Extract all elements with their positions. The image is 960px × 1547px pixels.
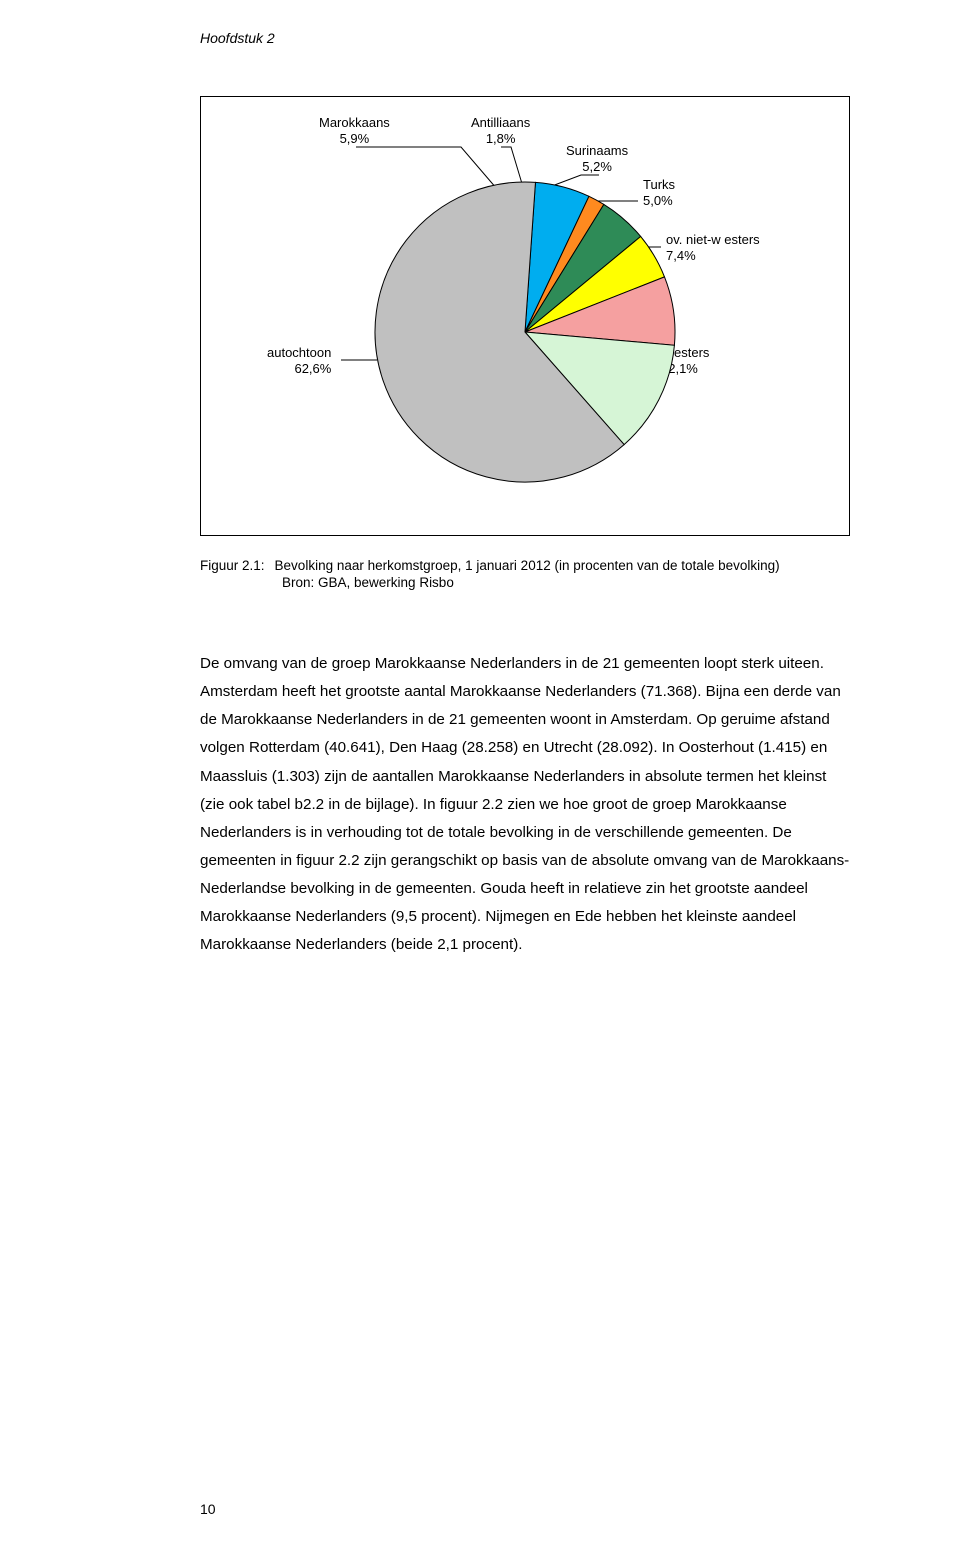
label-nietwesters: ov. niet-w esters 7,4%: [666, 232, 760, 265]
label-nietwesters-name: ov. niet-w esters: [666, 232, 760, 247]
figure-caption-line2: Bron: GBA, bewerking Risbo: [200, 575, 850, 590]
pie-chart-frame: Marokkaans 5,9% Antilliaans 1,8% Surinaa…: [200, 96, 850, 536]
label-autochtoon-value: 62,6%: [294, 361, 331, 376]
label-marokkaans: Marokkaans 5,9%: [319, 115, 390, 148]
label-antilliaans: Antilliaans 1,8%: [471, 115, 530, 148]
figure-label: Figuur 2.1:: [200, 558, 275, 573]
figure-caption-line1: Bevolking naar herkomstgroep, 1 januari …: [275, 558, 780, 573]
label-marokkaans-name: Marokkaans: [319, 115, 390, 130]
body-paragraph: De omvang van de groep Marokkaanse Neder…: [200, 650, 850, 959]
label-surinaams-name: Surinaams: [566, 143, 628, 158]
label-surinaams: Surinaams 5,2%: [566, 143, 628, 176]
label-marokkaans-value: 5,9%: [340, 131, 370, 146]
label-antilliaans-name: Antilliaans: [471, 115, 530, 130]
page-number: 10: [200, 1501, 216, 1517]
label-antilliaans-value: 1,8%: [486, 131, 516, 146]
label-surinaams-value: 5,2%: [582, 159, 612, 174]
label-autochtoon: autochtoon 62,6%: [267, 345, 331, 378]
figure-caption: Figuur 2.1: Bevolking naar herkomstgroep…: [200, 558, 850, 590]
pie-chart: [374, 181, 676, 483]
chapter-header: Hoofdstuk 2: [200, 30, 850, 46]
label-autochtoon-name: autochtoon: [267, 345, 331, 360]
